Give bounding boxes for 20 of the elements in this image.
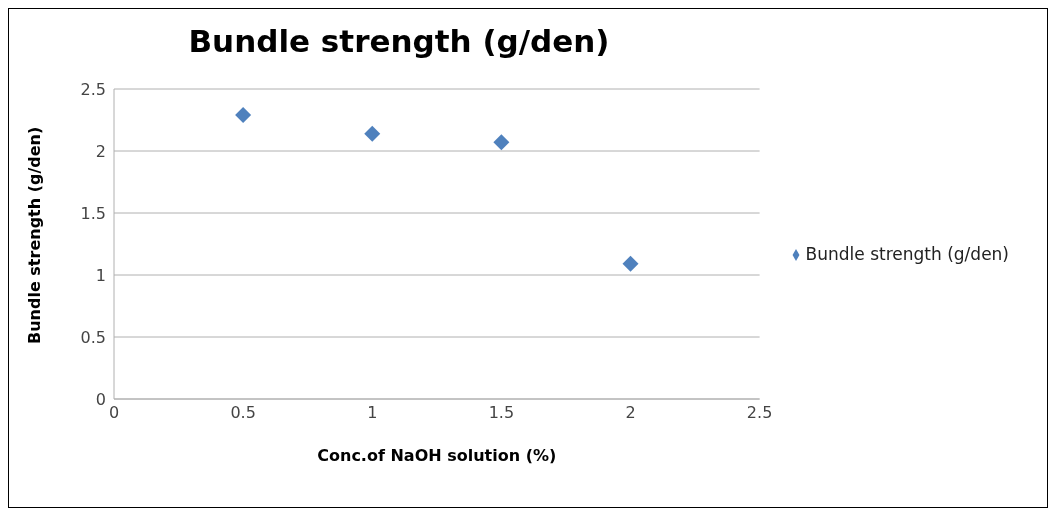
chart-title: Bundle strength (g/den) xyxy=(187,23,611,59)
y-axis-title: Bundle strength (g/den) xyxy=(24,126,44,344)
x-tick-label: 1 xyxy=(367,403,378,423)
y-tick-label: 2 xyxy=(95,141,106,161)
point xyxy=(364,125,381,142)
x-tick-label: 1.5 xyxy=(488,403,515,423)
y-tick-label: 0 xyxy=(95,389,106,409)
x-axis-title: Conc.of NaOH solution (%) xyxy=(317,446,557,465)
point xyxy=(622,255,639,272)
x-tick-label: 0.5 xyxy=(230,403,256,423)
point xyxy=(493,134,510,151)
x-tick-label: 2.5 xyxy=(746,403,773,423)
y-tick-label: 1.5 xyxy=(80,203,106,223)
y-tick-label: 1 xyxy=(95,265,106,285)
legend-label: Bundle strength (g/den) xyxy=(805,244,1009,264)
x-tick-label: 0 xyxy=(108,403,120,423)
point xyxy=(235,107,252,124)
y-tick-label: 0.5 xyxy=(80,327,106,347)
x-tick-label: 2 xyxy=(625,403,636,423)
y-tick-label: 2.5 xyxy=(80,79,106,99)
